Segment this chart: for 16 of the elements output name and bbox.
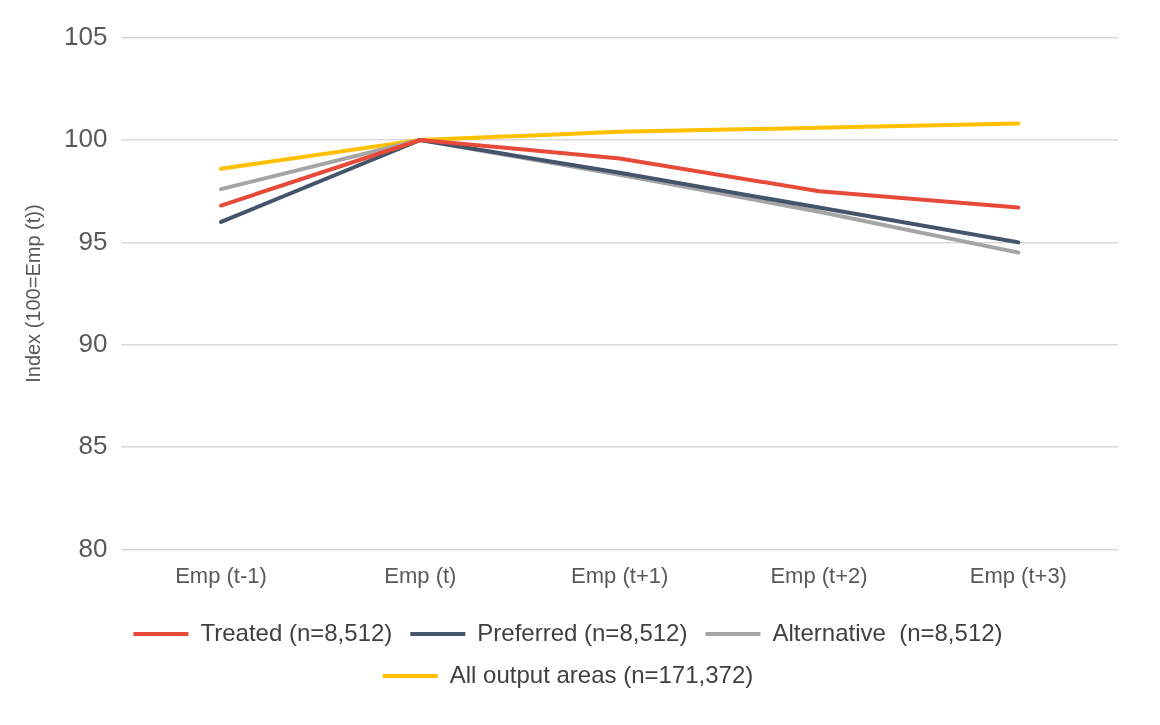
legend-label: Alternative (n=8,512) [772,618,1003,646]
x-tick-label: Emp (t+2) [770,562,868,588]
y-axis-title: Index (100=Emp (t)) [21,204,44,383]
legend-label: Preferred (n=8,512) [477,618,688,646]
y-tick-label: 105 [63,20,108,51]
y-tick-label: 95 [78,225,108,256]
x-tick-label: Emp (t-1) [175,562,267,588]
legend-label: Treated (n=8,512) [200,618,393,646]
y-tick-label: 90 [78,327,108,358]
y-tick-label: 80 [78,532,108,563]
x-tick-label: Emp (t+1) [571,562,669,588]
legend-label: All output areas (n=171,372) [449,660,754,688]
y-tick-label: 85 [78,430,108,461]
x-tick-label: Emp (t) [384,562,457,588]
y-tick-label: 100 [63,123,108,154]
x-tick-label: Emp (t+3) [969,562,1067,588]
